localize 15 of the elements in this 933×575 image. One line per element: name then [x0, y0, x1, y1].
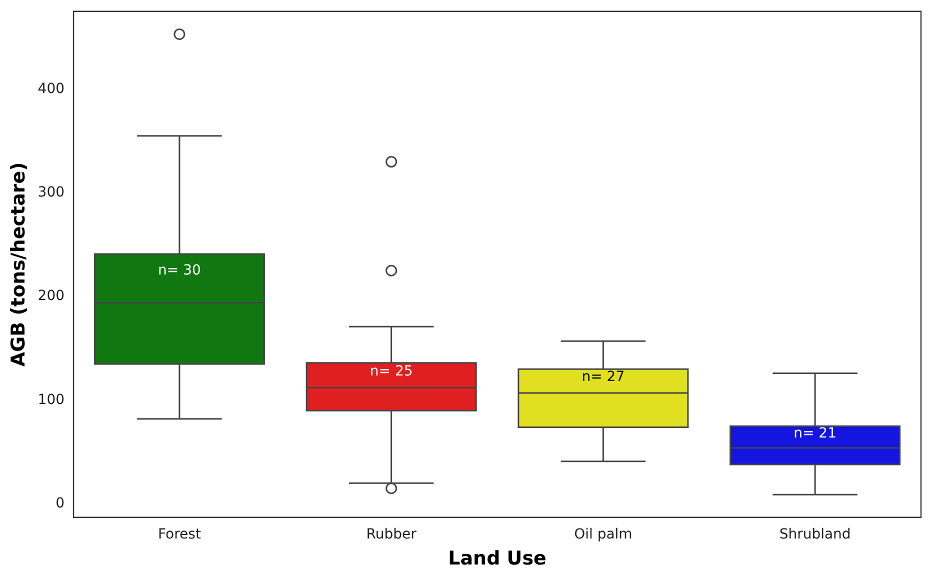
annotation: n= 25	[370, 363, 413, 380]
x-tick-label: Forest	[158, 526, 202, 542]
y-tick-label: 300	[38, 184, 65, 200]
y-tick-label: 200	[38, 288, 65, 304]
x-tick-label: Oil palm	[574, 526, 632, 542]
y-tick-label: 400	[38, 80, 65, 97]
x-tick-label: Shrubland	[779, 526, 851, 542]
annotation: n= 21	[794, 425, 837, 442]
annotation: n= 30	[158, 262, 201, 279]
x-tick-label: Rubber	[366, 526, 417, 542]
annotation: n= 27	[582, 369, 625, 386]
y-tick-label: 0	[56, 496, 65, 512]
x-axis-title: Land Use	[448, 548, 546, 570]
y-tick-label: 100	[38, 392, 65, 408]
y-axis-title: AGB (tons/hectare)	[7, 162, 30, 367]
